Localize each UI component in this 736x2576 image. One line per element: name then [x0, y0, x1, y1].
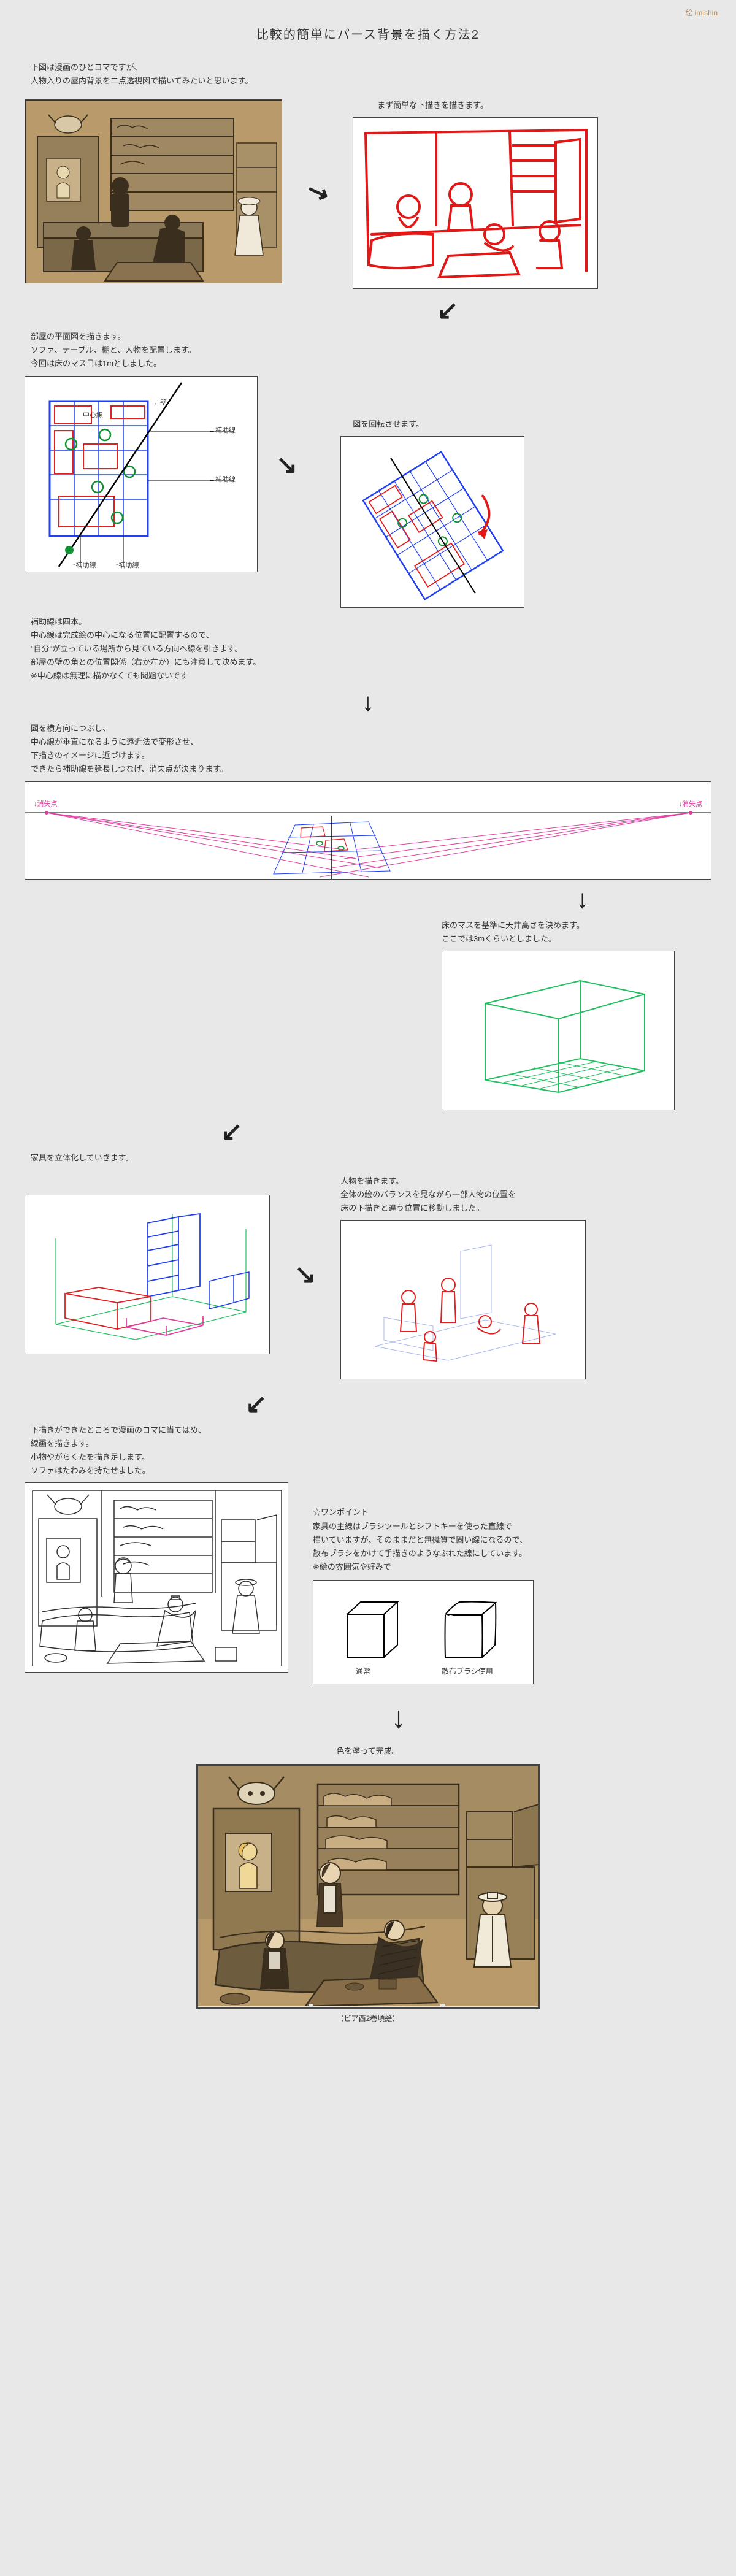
- label-normal: 通常: [356, 1666, 370, 1676]
- step4-panel: [340, 436, 711, 608]
- step1-caption: 下図は漫画のひとコマですが、 人物入りの屋内背景を二点透視図で描いてみたいと思い…: [31, 61, 711, 88]
- credit: 絵 imishin: [685, 7, 718, 18]
- arrow-3: ↘: [276, 450, 297, 480]
- label-aux1: ←補助線: [209, 425, 236, 435]
- step9-caption: 下描きができたところで漫画のコマに当てはめ、 線画を描きます。 小物やがらくたを…: [31, 1424, 711, 1478]
- step3-panel: 中心線 ←壁 ←補助線 ←補助線 ↑補助線 ↑補助線: [25, 376, 258, 572]
- page-title: 比較的簡単にパース背景を描く方法2: [25, 25, 711, 42]
- arrow-5: ↓: [576, 884, 589, 914]
- step5-panel: ↓消失点 ↓消失点: [25, 781, 711, 880]
- tip-panel: 通常 散布ブラシ使用: [313, 1580, 711, 1684]
- step2-caption: まず簡単な下描きを描きます。: [377, 99, 711, 112]
- step7-caption: 家具を立体化していきます。: [31, 1151, 711, 1165]
- final-caption: 色を塗って完成。: [25, 1744, 711, 1758]
- arrow-7: ↘: [294, 1259, 316, 1289]
- arrow-8: ↙: [245, 1389, 267, 1419]
- step9-panel: [25, 1482, 288, 1673]
- step7-panel: [25, 1195, 270, 1354]
- final-panel: [196, 1764, 540, 2009]
- step8-caption: 人物を描きます。 全体の絵のバランスを見ながら一部人物の位置を 床の下描きと違う…: [340, 1175, 711, 1215]
- step2-panel: [353, 117, 711, 289]
- step6-caption: 床のマスを基準に天井高さを決めます。 ここでは3mくらいとしました。: [442, 919, 675, 946]
- label-aux2: ←補助線: [209, 474, 236, 484]
- tip-caption: ☆ワンポイント 家具の主線はブラシツールとシフトキーを使った直線で 描いています…: [313, 1506, 711, 1573]
- label-scatter: 散布ブラシ使用: [442, 1666, 493, 1676]
- step6-panel: [442, 951, 675, 1110]
- label-vp-right: ↓消失点: [679, 799, 703, 808]
- label-center: 中心線: [83, 410, 103, 420]
- arrow-1: ↘: [302, 174, 333, 209]
- final-note: （ビア西2巻頃絵）: [25, 2013, 711, 2023]
- step3-note: 補助線は四本。 中心線は完成絵の中心になる位置に配置するので、 "自分"が立って…: [31, 615, 711, 683]
- label-vp-left: ↓消失点: [34, 799, 58, 808]
- label-wall: ←壁: [153, 397, 167, 407]
- step4-caption: 図を回転させます。: [353, 418, 711, 431]
- arrow-9: ↓: [391, 1700, 407, 1735]
- step8-panel: [340, 1220, 711, 1379]
- label-aux3: ↑補助線: [72, 560, 96, 570]
- step5-caption: 図を横方向につぶし、 中心線が垂直になるように遠近法で変形させ、 下描きのイメー…: [31, 722, 711, 776]
- arrow-4: ↓: [362, 688, 375, 717]
- label-aux4: ↑補助線: [115, 560, 139, 570]
- step3-caption: 部屋の平面図を描きます。 ソファ、テーブル、棚と、人物を配置します。 今回は床の…: [31, 330, 711, 370]
- arrow-6: ↙: [221, 1116, 242, 1146]
- arrow-2: ↙: [437, 295, 458, 325]
- step1-panel: [25, 99, 282, 283]
